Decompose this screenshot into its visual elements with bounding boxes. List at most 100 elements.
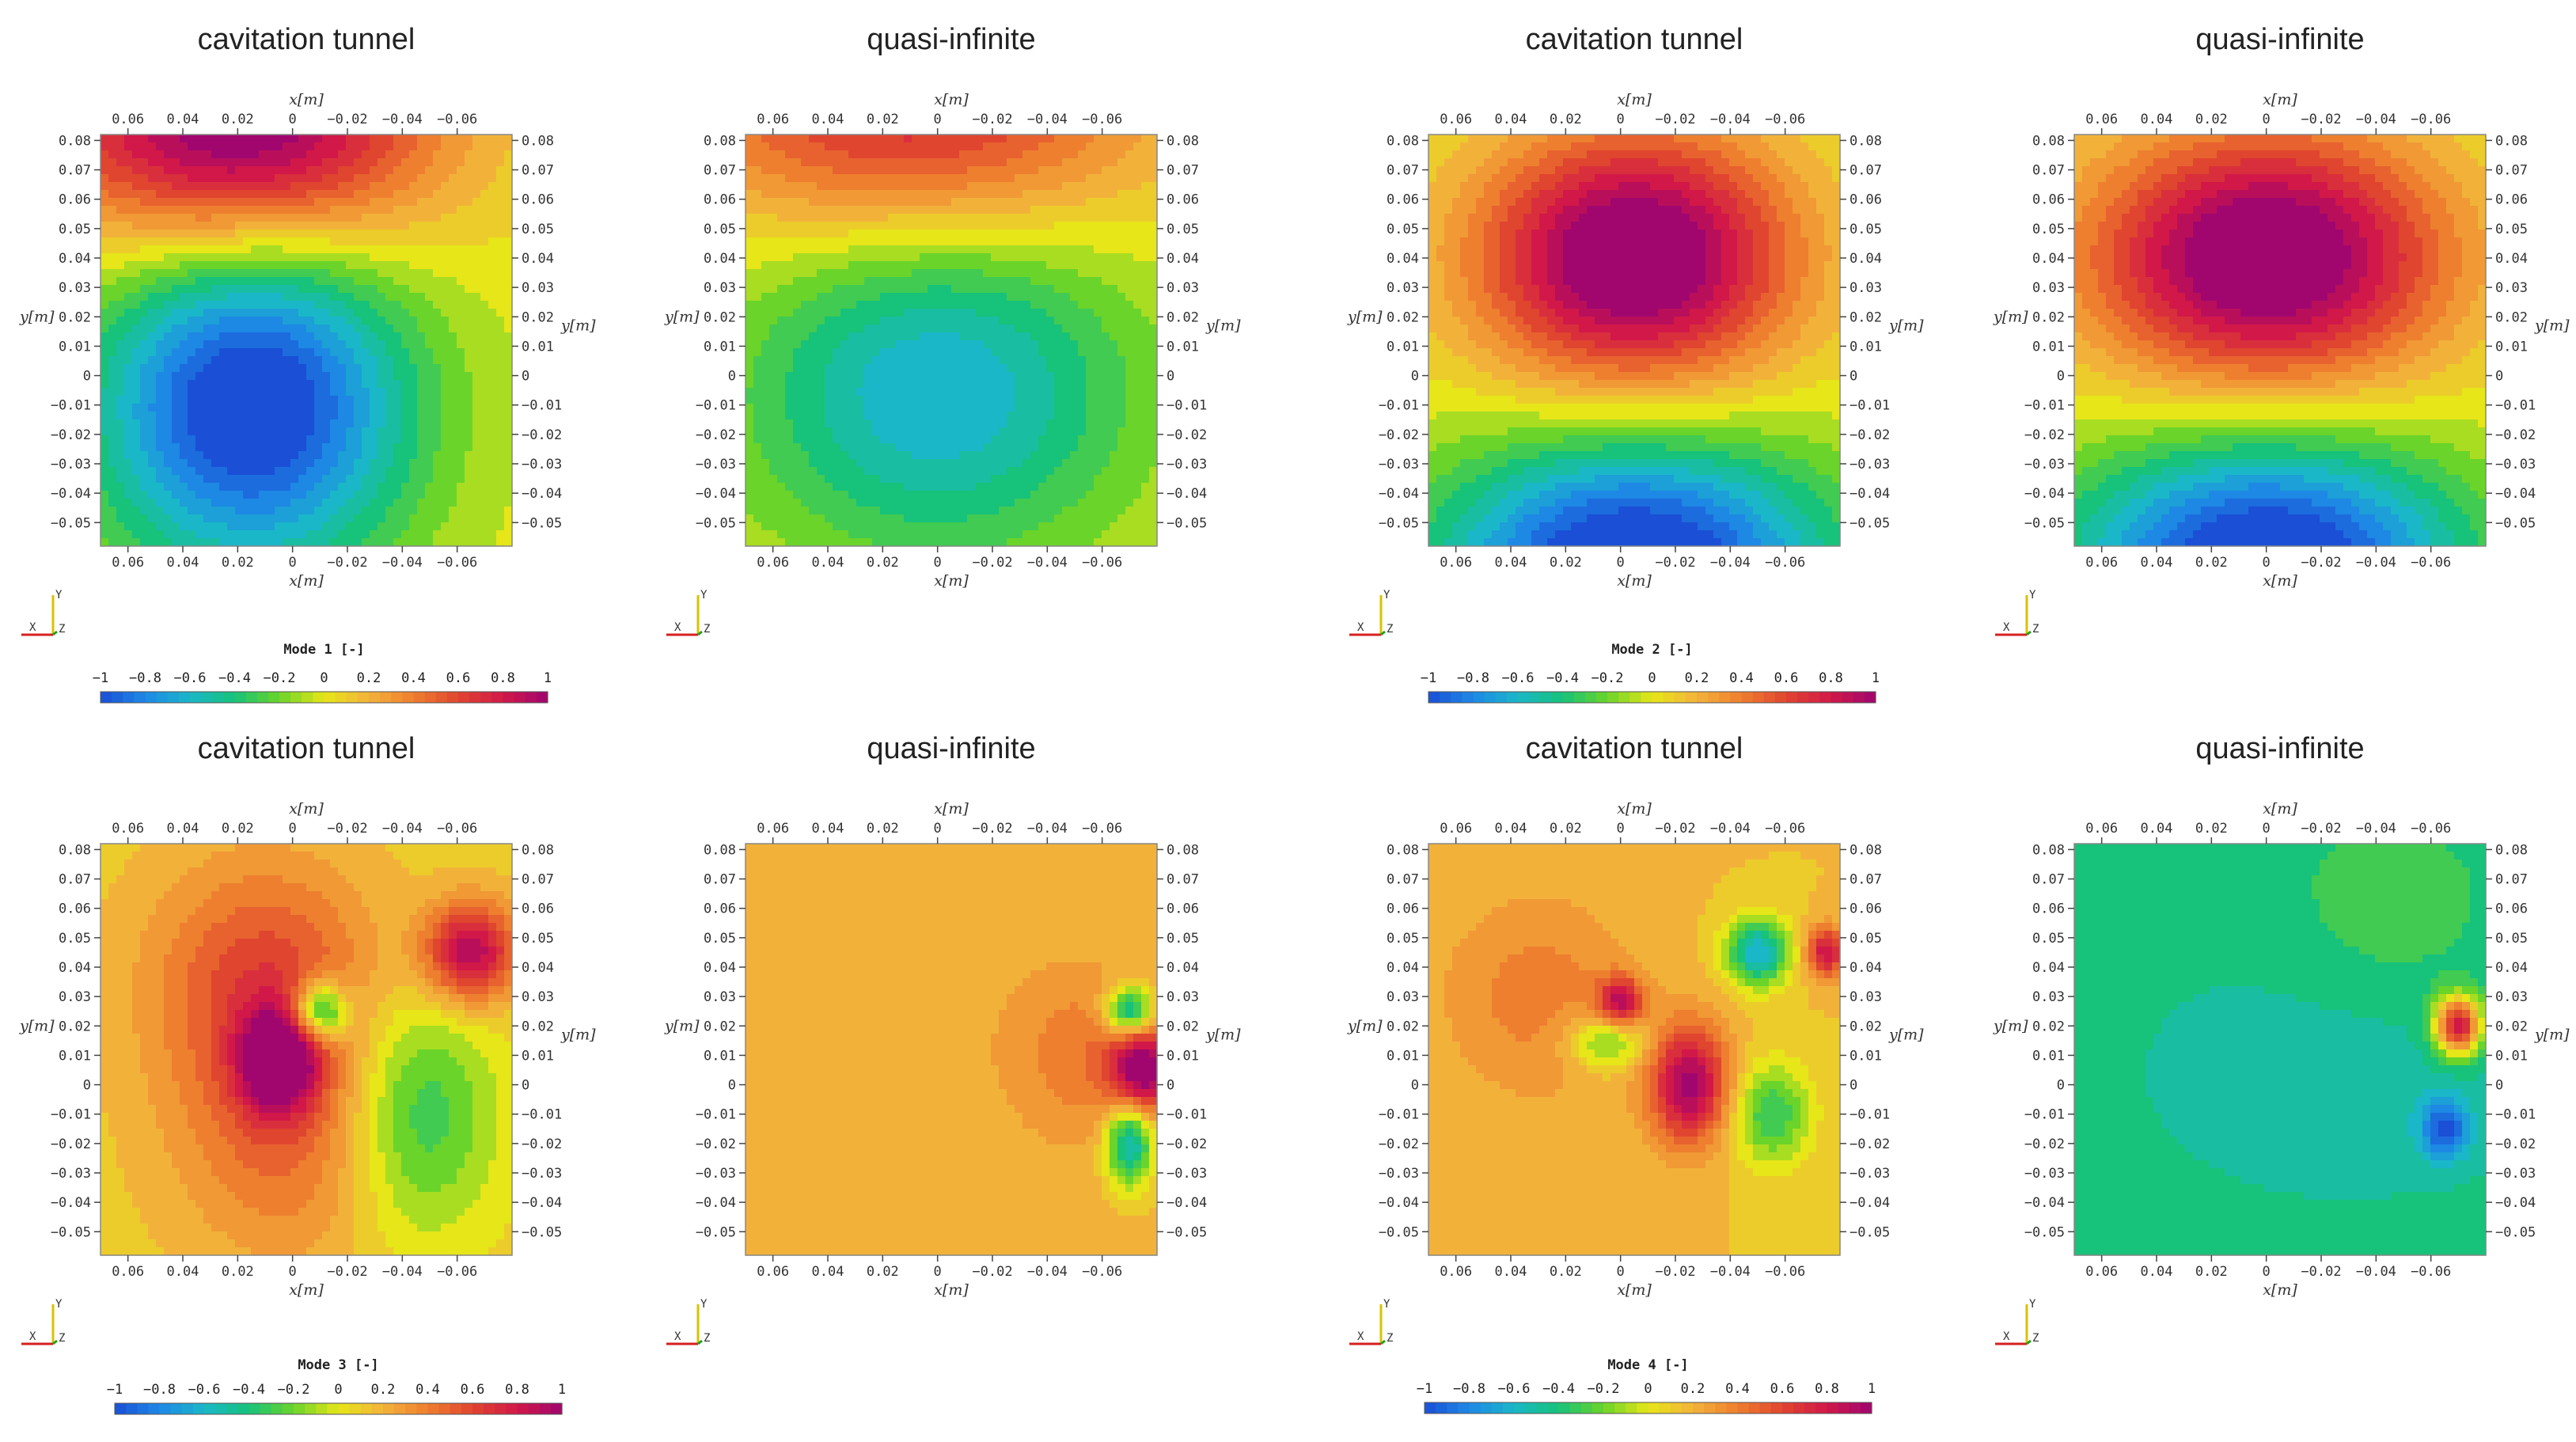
contour-cell [251, 435, 260, 444]
contour-cell [140, 182, 149, 191]
contour-cell [132, 459, 141, 468]
contour-cell [496, 388, 505, 397]
contour-cell [267, 230, 275, 238]
contour-cell [156, 174, 165, 183]
contour-cell [195, 404, 204, 412]
contour-cell [975, 348, 984, 357]
contour-cell [322, 483, 331, 491]
contour-cell [975, 142, 984, 151]
contour-cell [314, 206, 323, 214]
contour-cell [330, 150, 339, 159]
contour-cell [251, 412, 260, 420]
contour-cell [745, 499, 754, 507]
contour-cell [251, 340, 260, 349]
contour-cell [251, 317, 260, 325]
contour-cell [991, 301, 1000, 309]
contour-cell [472, 356, 481, 365]
contour-cell [172, 142, 180, 151]
contour-cell [425, 356, 434, 365]
contour-cell [504, 269, 513, 278]
contour-cell [896, 427, 905, 436]
contour-cell [753, 269, 762, 278]
contour-cell [943, 530, 952, 539]
contour-cell [864, 364, 873, 373]
contour-cell [251, 324, 260, 333]
contour-cell [354, 261, 362, 270]
contour-cell [330, 206, 339, 214]
contour-cell [314, 435, 323, 444]
contour-cell [267, 388, 275, 397]
contour-cell [275, 499, 283, 507]
contour-cell [140, 388, 149, 397]
contour-cell [896, 435, 905, 444]
contour-cell [377, 396, 386, 404]
contour-cell [1022, 269, 1031, 278]
contour-cell [409, 372, 418, 381]
contour-cell [777, 230, 786, 238]
contour-cell [1038, 340, 1047, 349]
contour-cell [275, 261, 283, 270]
contour-cell [801, 538, 810, 547]
contour-cell [999, 317, 1007, 325]
contour-cell [188, 419, 196, 428]
contour-cell [943, 404, 952, 412]
contour-cell [172, 182, 180, 191]
contour-cell [314, 166, 323, 175]
contour-cell [156, 150, 165, 159]
contour-cell [896, 459, 905, 468]
contour-cell [259, 190, 267, 199]
contour-cell [211, 222, 220, 230]
contour-cell [999, 293, 1007, 302]
contour-cell [753, 467, 762, 476]
contour-cell [417, 419, 426, 428]
contour-cell [1015, 396, 1023, 404]
contour-cell [793, 324, 802, 333]
contour-cell [896, 483, 905, 491]
contour-cell [745, 285, 754, 294]
contour-cell [920, 269, 928, 278]
contour-cell [172, 514, 180, 523]
contour-cell [793, 166, 802, 175]
contour-cell [338, 332, 347, 341]
contour-cell [920, 150, 928, 159]
contour-cell [848, 301, 857, 309]
contour-cell [1007, 158, 1015, 167]
contour-cell [338, 261, 347, 270]
contour-cell [793, 475, 802, 484]
contour-cell [920, 317, 928, 325]
contour-cell [108, 222, 117, 230]
contour-cell [896, 269, 905, 278]
contour-cell [1070, 135, 1079, 143]
contour-cell [825, 158, 833, 167]
contour-cell [101, 451, 109, 460]
contour-cell [465, 214, 473, 222]
contour-cell [769, 309, 778, 317]
contour-cell [785, 166, 794, 175]
contour-cell [362, 245, 370, 254]
contour-cell [959, 301, 968, 309]
contour-cell [896, 198, 905, 207]
contour-cell [809, 514, 818, 523]
contour-cell [777, 206, 786, 214]
contour-cell [298, 427, 307, 436]
contour-cell [298, 277, 307, 286]
contour-cell [393, 190, 402, 199]
contour-cell [219, 396, 228, 404]
contour-cell [219, 269, 228, 278]
contour-cell [991, 166, 1000, 175]
contour-cell [1070, 142, 1079, 151]
contour-cell [101, 301, 109, 309]
contour-cell [1030, 261, 1039, 270]
contour-cell [1062, 253, 1071, 262]
contour-cell [124, 214, 133, 222]
contour-cell [132, 269, 141, 278]
contour-cell [880, 522, 889, 531]
contour-cell [472, 348, 481, 357]
contour-cell [872, 285, 881, 294]
contour-cell [346, 301, 355, 309]
contour-cell [211, 214, 220, 222]
contour-cell [188, 340, 196, 349]
contour-cell [833, 230, 841, 238]
contour-cell [441, 166, 450, 175]
contour-cell [417, 507, 426, 515]
